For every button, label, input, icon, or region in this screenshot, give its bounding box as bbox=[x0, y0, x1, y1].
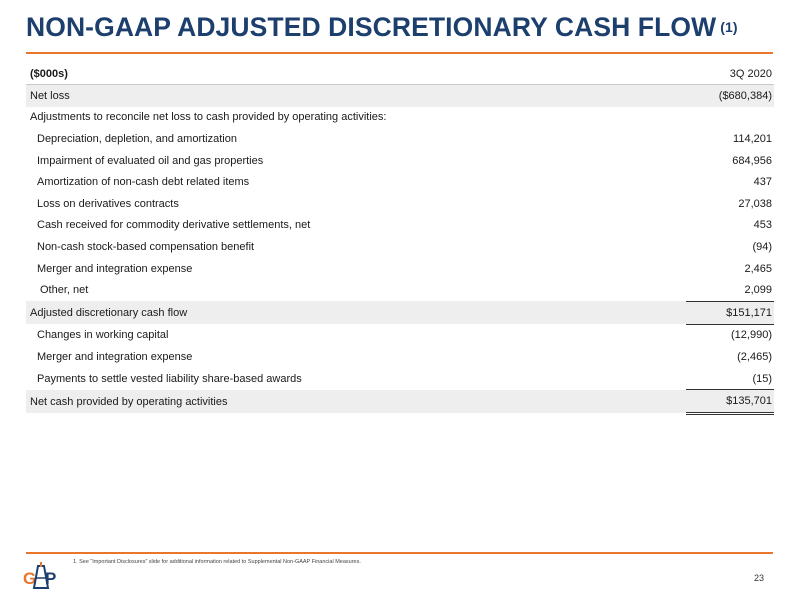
footer-divider bbox=[26, 552, 773, 554]
table-row: Impairment of evaluated oil and gas prop… bbox=[26, 150, 774, 172]
row-label: Non-cash stock-based compensation benefi… bbox=[37, 240, 255, 253]
period-label: 3Q 2020 bbox=[686, 63, 774, 85]
row-label: Merger and integration expense bbox=[37, 262, 193, 275]
svg-text:P: P bbox=[45, 569, 56, 588]
cash-flow-table: ($000s) 3Q 2020 Net loss ($680,384) Adju… bbox=[26, 63, 774, 415]
footnote: 1. See “Important Disclosures” slide for… bbox=[73, 559, 361, 565]
row-label: Adjustments to reconcile net loss to cas… bbox=[30, 111, 387, 124]
row-value: 453 bbox=[753, 219, 772, 232]
page-title-text: NON-GAAP ADJUSTED DISCRETIONARY CASH FLO… bbox=[26, 12, 717, 42]
table-row: Changes in working capital (12,990) bbox=[26, 324, 774, 346]
row-label: Changes in working capital bbox=[37, 329, 169, 342]
table-header-row: ($000s) 3Q 2020 bbox=[26, 63, 774, 85]
table-row: Cash received for commodity derivative s… bbox=[26, 215, 774, 237]
row-value: (2,465) bbox=[737, 350, 772, 363]
row-label: Net cash provided by operating activitie… bbox=[26, 389, 686, 414]
table-row: Loss on derivatives contracts 27,038 bbox=[26, 193, 774, 215]
page-title: NON-GAAP ADJUSTED DISCRETIONARY CASH FLO… bbox=[26, 12, 738, 43]
company-logo: G P bbox=[23, 562, 56, 589]
table-row: Adjustments to reconcile net loss to cas… bbox=[26, 107, 774, 129]
row-label: Depreciation, depletion, and amortizatio… bbox=[37, 132, 237, 145]
row-value: 114,201 bbox=[733, 132, 772, 145]
row-label: Cash received for commodity derivative s… bbox=[37, 219, 311, 232]
row-value: $151,171 bbox=[686, 300, 774, 325]
row-label: Other, net bbox=[40, 284, 89, 297]
row-label: Impairment of evaluated oil and gas prop… bbox=[37, 154, 264, 167]
table-row: Merger and integration expense 2,465 bbox=[26, 258, 774, 280]
row-value: ($680,384) bbox=[686, 84, 774, 107]
row-value: $135,701 bbox=[686, 389, 774, 415]
row-value: 27,038 bbox=[738, 197, 772, 210]
row-label: Loss on derivatives contracts bbox=[37, 197, 179, 210]
row-label: Merger and integration expense bbox=[37, 350, 193, 363]
row-label: Net loss bbox=[26, 84, 686, 107]
title-footnote-ref: (1) bbox=[720, 19, 738, 35]
row-value bbox=[686, 107, 774, 129]
unit-label: ($000s) bbox=[26, 63, 686, 85]
table-row: Payments to settle vested liability shar… bbox=[26, 368, 774, 390]
table-row: Merger and integration expense (2,465) bbox=[26, 346, 774, 368]
table-row: Other, net 2,099 bbox=[26, 279, 774, 301]
page-number: 23 bbox=[753, 573, 764, 583]
table-row: Net loss ($680,384) bbox=[26, 84, 774, 107]
row-value: 2,465 bbox=[744, 262, 772, 275]
table-row: Non-cash stock-based compensation benefi… bbox=[26, 236, 774, 258]
row-label: Payments to settle vested liability shar… bbox=[37, 372, 302, 385]
row-value: 2,099 bbox=[744, 284, 772, 297]
row-value: (15) bbox=[752, 372, 772, 385]
table-row: Amortization of non-cash debt related it… bbox=[26, 171, 774, 193]
row-value: 684,956 bbox=[732, 154, 772, 167]
title-divider bbox=[26, 52, 773, 54]
table-row-total: Net cash provided by operating activitie… bbox=[26, 389, 774, 415]
svg-text:G: G bbox=[23, 569, 36, 588]
table-row: Depreciation, depletion, and amortizatio… bbox=[26, 128, 774, 150]
row-label: Adjusted discretionary cash flow bbox=[26, 301, 686, 325]
row-value: (94) bbox=[752, 240, 772, 253]
row-value: 437 bbox=[753, 176, 772, 189]
table-row-subtotal: Adjusted discretionary cash flow $151,17… bbox=[26, 300, 774, 325]
row-value: (12,990) bbox=[731, 329, 772, 342]
row-label: Amortization of non-cash debt related it… bbox=[37, 176, 250, 189]
